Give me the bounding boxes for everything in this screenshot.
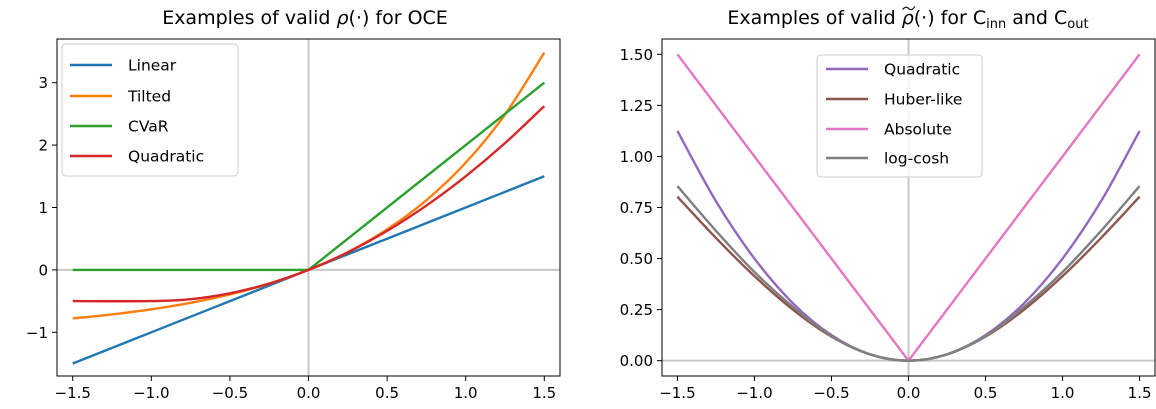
x-tick-label: −0.5 [813,384,849,402]
legend-label-tilted: Tilted [127,88,171,106]
legend-label-quadratic: Quadratic [884,61,960,79]
x-tick-label: 1.5 [532,384,556,402]
x-axis: −1.5 −1.0 −0.5 0.0 0.5 1.0 1.5 [55,376,556,402]
x-tick-label: −1.5 [55,384,91,402]
y-tick-label: 1.25 [620,97,653,115]
x-tick-label: −1.0 [736,384,772,402]
y-tick-label: 0 [38,261,48,279]
legend-label-absolute: Absolute [884,121,952,139]
x-tick-label: 0.0 [897,384,921,402]
legend-label-quadratic: Quadratic [128,148,204,166]
chart-title: Examples of valid ρ(·) for Cinn and Cout [727,7,1088,32]
x-tick-label: 1.0 [1051,384,1075,402]
tilde-accent [902,6,916,11]
y-tick-label: 0.75 [620,199,653,217]
x-tick-label: 0.0 [297,384,321,402]
y-tick-label: 1.50 [620,46,653,64]
series-lines [676,53,1141,362]
legend: Linear Tilted CVaR Quadratic [61,43,239,177]
legend-label-log-cosh: log-cosh [884,150,949,168]
legend-label-linear: Linear [128,57,177,75]
y-tick-label: 0.00 [620,352,653,370]
legend-label-huber-like: Huber-like [884,91,962,109]
chart-oce: Examples of valid ρ(·) for OCE −1.5 −1.0−… [26,7,561,402]
legend-frame [816,54,983,178]
y-axis: −1 0 1 2 3 [26,74,57,342]
y-tick-label: −1 [26,324,48,342]
y-tick-label: 3 [38,74,48,92]
x-tick-label: −0.5 [212,384,248,402]
y-tick-label: 1 [38,199,48,217]
y-tick-label: 0.50 [620,250,653,268]
chart-cinn-cout: Examples of valid ρ(·) for Cinn and Cout… [620,6,1156,402]
series-line-quadratic [72,105,546,303]
series-lines [72,51,546,365]
x-axis: −1.5 −1.0 −0.5 0.0 0.5 1.0 1.5 [659,376,1152,402]
legend-label-cvar: CVaR [128,118,169,136]
y-axis: 0.00 0.25 0.50 0.75 1.00 1.25 1.50 [620,46,662,370]
y-tick-label: 2 [38,137,48,155]
chart-title: Examples of valid ρ(·) for OCE [162,7,448,29]
y-tick-label: 1.00 [620,148,653,166]
x-tick-label: 0.5 [375,384,399,402]
x-tick-label: 1.0 [454,384,478,402]
x-tick-label: 0.5 [974,384,998,402]
series-line-log-cosh [676,185,1141,362]
x-tick-label: 1.5 [1128,384,1152,402]
x-tick-label: −1.5 [659,384,695,402]
legend-frame [61,43,239,177]
y-tick-label: 0.25 [620,301,653,319]
legend: Quadratic Huber-like Absolute log-cosh [816,54,983,178]
x-tick-label: −1.0 [133,384,169,402]
